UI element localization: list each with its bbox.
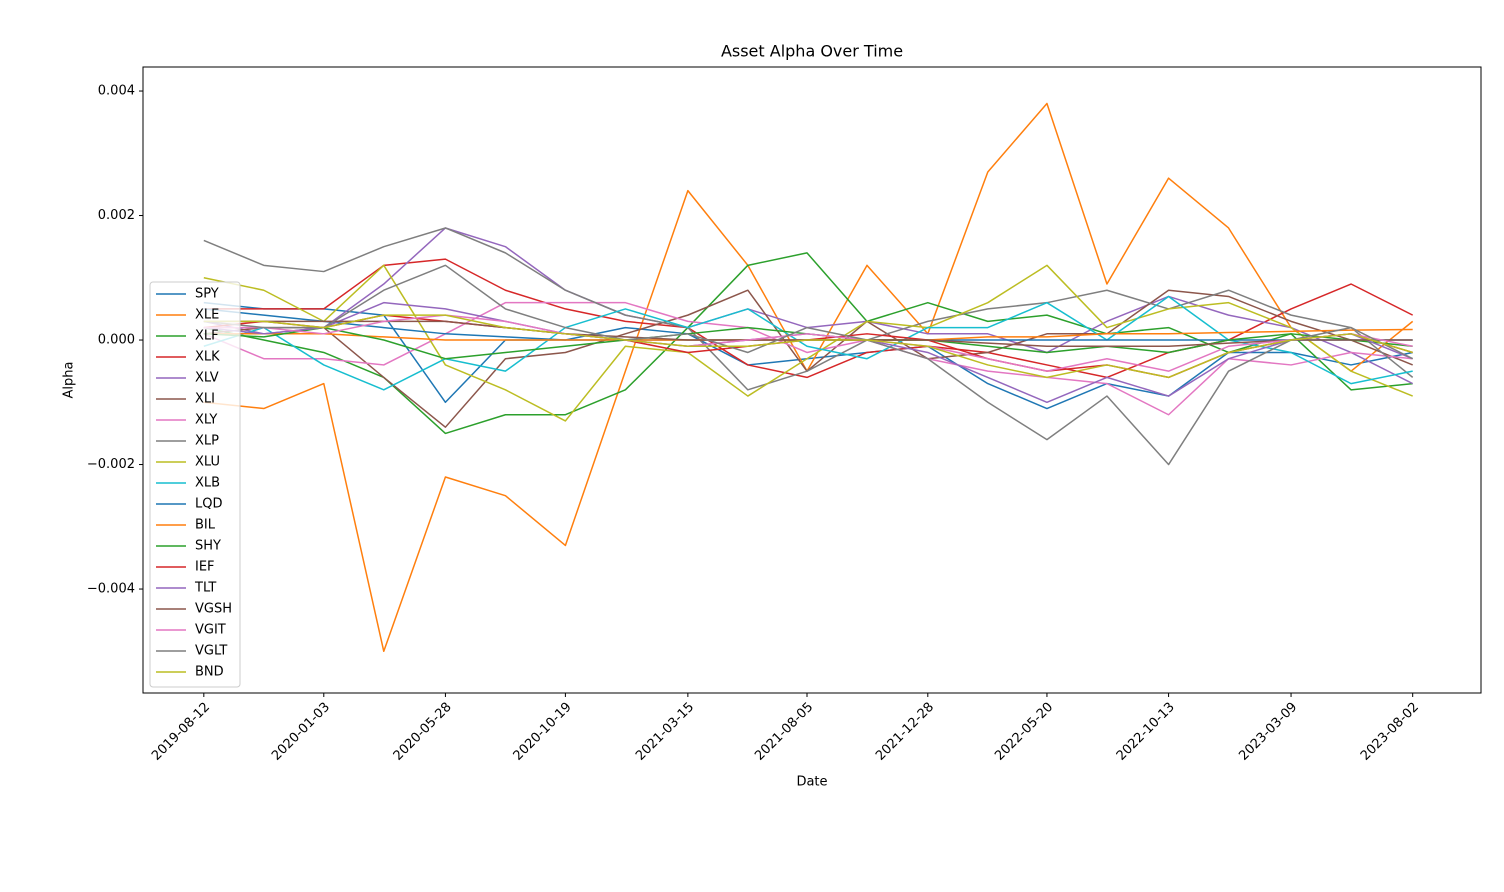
legend-label: SHY	[195, 539, 221, 554]
series-line	[203, 308, 1413, 341]
legend-label: SPY	[195, 287, 219, 302]
y-axis-label: Alpha	[62, 362, 77, 399]
x-tick-label: 2020-05-28	[391, 700, 455, 764]
x-axis-label: Date	[796, 775, 827, 790]
series-line	[203, 314, 1413, 379]
legend-label: IEF	[195, 560, 215, 575]
legend-label: VGSH	[195, 602, 232, 617]
series-line	[203, 314, 1413, 372]
y-tick-label: −0.004	[87, 582, 135, 597]
series-line	[203, 227, 1414, 391]
x-tick-label: 2020-01-03	[269, 700, 333, 764]
legend-frame	[149, 281, 241, 688]
series-line	[203, 227, 1414, 385]
x-tick-label: 2022-10-13	[1114, 700, 1178, 764]
legend-label: LQD	[195, 497, 223, 512]
legend-label: BND	[195, 665, 224, 680]
series-line	[203, 264, 1413, 422]
legend-label: XLE	[195, 308, 219, 323]
x-tick-label: 2023-03-09	[1236, 700, 1300, 764]
legend-label: VGIT	[195, 623, 226, 638]
y-tick-label: 0.002	[98, 208, 135, 223]
x-tick-label: 2021-08-05	[752, 700, 816, 764]
y-tick-label: −0.002	[87, 457, 135, 472]
legend-label: TLT	[194, 581, 216, 596]
x-tick-label: 2023-08-02	[1358, 700, 1422, 764]
legend-label: XLF	[195, 329, 219, 344]
legend-label: XLP	[195, 434, 219, 449]
plot-frame	[142, 66, 1482, 694]
y-tick-label: 0.000	[98, 333, 135, 348]
series-line	[203, 264, 1414, 466]
series-line	[203, 295, 1413, 391]
x-tick-label: 2020-10-19	[511, 700, 575, 764]
x-tick-label: 2019-08-12	[149, 700, 213, 764]
series-line	[203, 301, 1413, 416]
y-tick-label: 0.004	[98, 84, 135, 99]
series-line	[203, 301, 1413, 410]
legend-label: XLU	[195, 455, 220, 470]
legend-label: XLY	[195, 413, 217, 428]
legend-label: XLB	[195, 476, 220, 491]
legend-label: XLV	[195, 371, 219, 386]
legend-label: VGLT	[195, 644, 227, 659]
chart-title: Asset Alpha Over Time	[721, 42, 903, 61]
x-tick-label: 2022-05-20	[992, 700, 1056, 764]
legend-label: XLK	[195, 350, 220, 365]
legend-label: BIL	[195, 518, 216, 533]
legend-label: XLI	[195, 392, 215, 407]
legend: SPY XLE XLF XLK XLV XLI XLY XLP XLU XLB LQD BIL SHY I…	[149, 281, 241, 688]
x-tick-label: 2021-03-15	[633, 700, 697, 764]
x-tick-label: 2021-12-28	[873, 700, 937, 764]
